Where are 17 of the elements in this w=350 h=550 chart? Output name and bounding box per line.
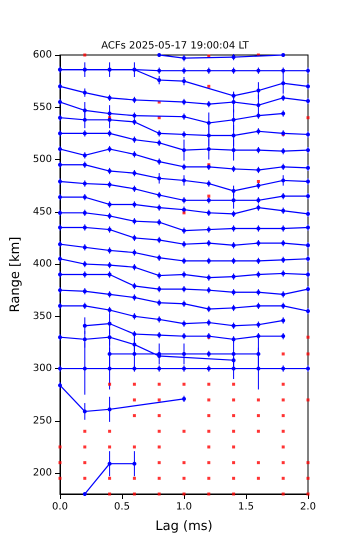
y-tick-label: 300 [32, 363, 52, 374]
x-tick-label: 2.0 [300, 502, 316, 512]
y-tick-label: 550 [32, 102, 52, 113]
chart-title: ACFs 2025-05-17 19:00:04 LT [101, 40, 250, 52]
y-tick-label: 250 [32, 415, 52, 426]
x-tick-label: 1.0 [176, 502, 192, 512]
y-tick-label: 600 [32, 50, 52, 60]
y-tick-label: 400 [32, 258, 52, 270]
x-tick-label: 0.5 [114, 502, 130, 512]
y-tick-label: 200 [32, 468, 52, 479]
y-axis-title: Range [km] [8, 236, 24, 312]
y-tick-label: 450 [32, 206, 52, 218]
x-tick-label: 0.0 [52, 502, 68, 512]
x-tick-label: 1.5 [238, 502, 254, 512]
y-tick-label: 500 [32, 154, 52, 166]
y-tick-label: 350 [32, 310, 52, 322]
x-axis-title: Lag (ms) [155, 519, 213, 534]
